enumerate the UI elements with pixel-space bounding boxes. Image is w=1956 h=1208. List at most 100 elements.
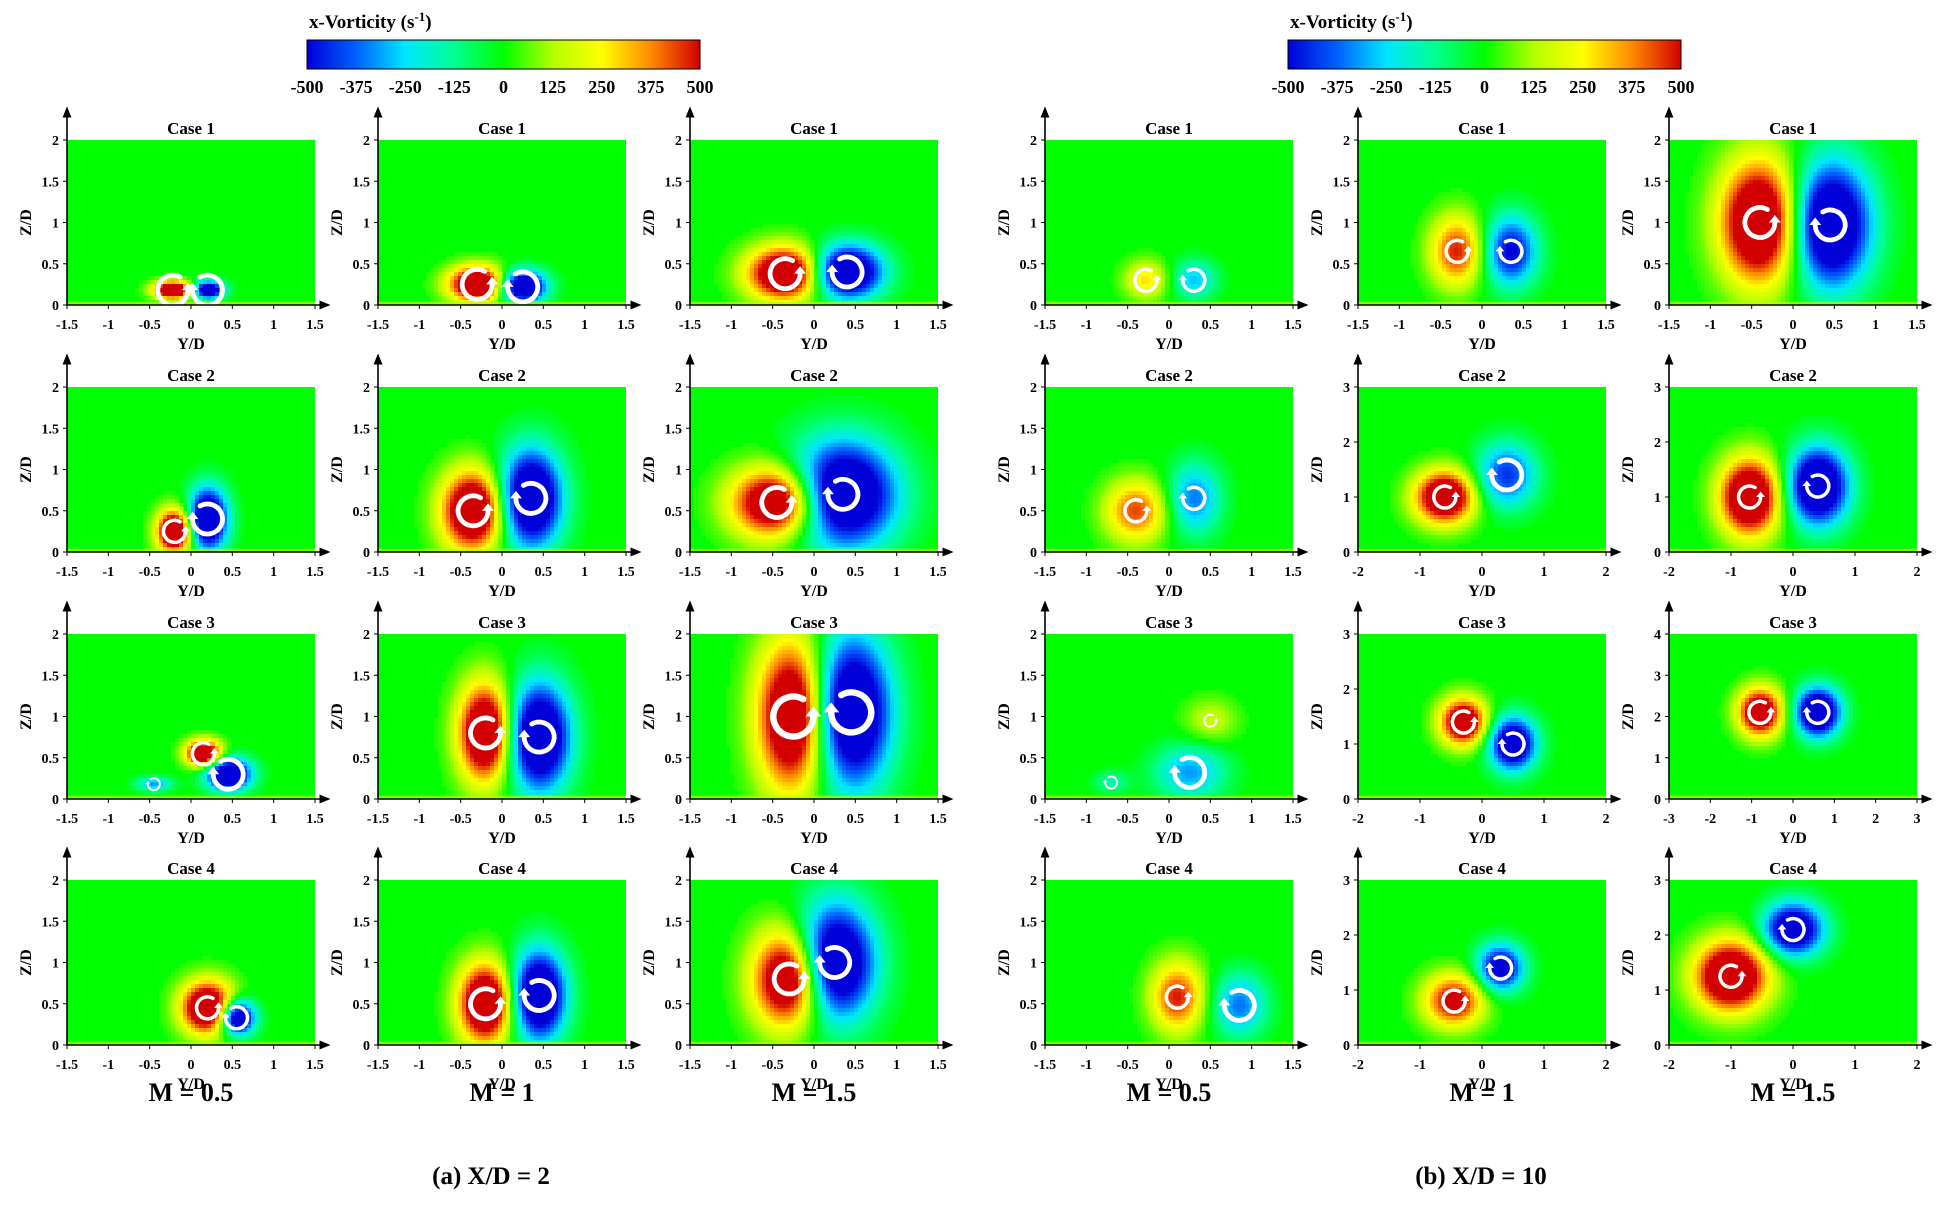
field-cell xyxy=(482,260,487,265)
field-cell xyxy=(894,256,899,261)
field-cell xyxy=(510,471,515,476)
field-cell xyxy=(458,467,463,472)
field-cell xyxy=(462,487,467,492)
field-cell xyxy=(894,423,899,428)
field-cell xyxy=(790,491,795,496)
field-cell xyxy=(167,523,172,528)
field-cell xyxy=(582,495,587,500)
field-cell xyxy=(778,224,783,229)
field-cell xyxy=(582,519,587,524)
field-cell xyxy=(466,483,471,488)
field-cell xyxy=(878,240,883,245)
field-cell xyxy=(446,276,451,281)
field-cell xyxy=(874,447,879,452)
field-cell xyxy=(203,539,208,544)
field-cell xyxy=(730,475,735,480)
field-cell xyxy=(862,431,867,436)
field-cell xyxy=(910,264,915,269)
field-cell xyxy=(766,475,771,480)
field-cell xyxy=(195,475,200,480)
field-cell xyxy=(850,252,855,257)
field-cell xyxy=(746,240,751,245)
field-cell xyxy=(878,296,883,301)
field-cell xyxy=(434,264,439,269)
field-cell xyxy=(542,419,547,424)
field-cell xyxy=(418,483,423,488)
field-cell xyxy=(470,527,475,532)
field-cell xyxy=(774,495,779,500)
field-cell xyxy=(570,507,575,512)
field-cell xyxy=(866,407,871,412)
field-cell xyxy=(750,471,755,476)
field-cell xyxy=(430,276,435,281)
field-cell xyxy=(882,495,887,500)
field-cell xyxy=(742,264,747,269)
field-cell xyxy=(434,527,439,532)
field-cell xyxy=(430,503,435,508)
field-cell xyxy=(794,507,799,512)
field-cell xyxy=(710,519,715,524)
field-cell xyxy=(738,487,743,492)
field-cell xyxy=(834,260,839,265)
field-cell xyxy=(434,543,439,548)
field-cell xyxy=(171,531,176,536)
field-cell xyxy=(930,459,935,464)
field-cell xyxy=(838,248,843,253)
field-cell xyxy=(550,268,555,273)
field-cell xyxy=(742,296,747,301)
field-cell xyxy=(818,232,823,237)
field-cell xyxy=(730,515,735,520)
field-cell xyxy=(862,260,867,265)
field-cell xyxy=(574,507,579,512)
field-cell xyxy=(522,260,527,265)
field-cell xyxy=(466,284,471,289)
field-cell xyxy=(534,296,539,301)
field-cell xyxy=(734,519,739,524)
field-cell xyxy=(882,431,887,436)
field-cell xyxy=(806,463,811,468)
field-cell xyxy=(179,296,184,301)
field-cell xyxy=(830,224,835,229)
field-cell xyxy=(542,276,547,281)
field-cell xyxy=(139,292,144,297)
field-cell xyxy=(798,284,803,289)
field-cell xyxy=(442,491,447,496)
field-cell xyxy=(151,284,156,289)
field-cell xyxy=(762,244,767,249)
field-cell xyxy=(794,236,799,241)
field-cell xyxy=(926,439,931,444)
field-cell xyxy=(930,455,935,460)
field-cell xyxy=(558,495,563,500)
field-cell xyxy=(167,284,172,289)
field-cell xyxy=(231,475,236,480)
field-cell xyxy=(742,463,747,468)
field-cell xyxy=(179,491,184,496)
field-cell xyxy=(870,415,875,420)
field-cell xyxy=(806,411,811,416)
field-cell xyxy=(902,244,907,249)
field-cell xyxy=(510,288,515,293)
field-cell xyxy=(530,280,535,285)
field-cell xyxy=(886,447,891,452)
field-cell xyxy=(762,499,767,504)
field-cell xyxy=(826,252,831,257)
field-cell xyxy=(834,224,839,229)
field-cell xyxy=(782,272,787,277)
field-cell xyxy=(770,475,775,480)
field-cell xyxy=(874,435,879,440)
field-cell xyxy=(502,292,507,297)
field-cell xyxy=(486,256,491,261)
field-cell xyxy=(878,236,883,241)
field-cell xyxy=(530,527,535,532)
field-cell xyxy=(878,439,883,444)
field-cell xyxy=(163,495,168,500)
field-cell xyxy=(458,296,463,301)
field-cell xyxy=(790,292,795,297)
field-cell xyxy=(199,523,204,528)
field-cell xyxy=(926,491,931,496)
field-cell xyxy=(494,427,499,432)
field-cell xyxy=(806,447,811,452)
field-cell xyxy=(530,284,535,289)
field-cell xyxy=(422,479,427,484)
colorbar-tick-label: -250 xyxy=(389,77,422,97)
